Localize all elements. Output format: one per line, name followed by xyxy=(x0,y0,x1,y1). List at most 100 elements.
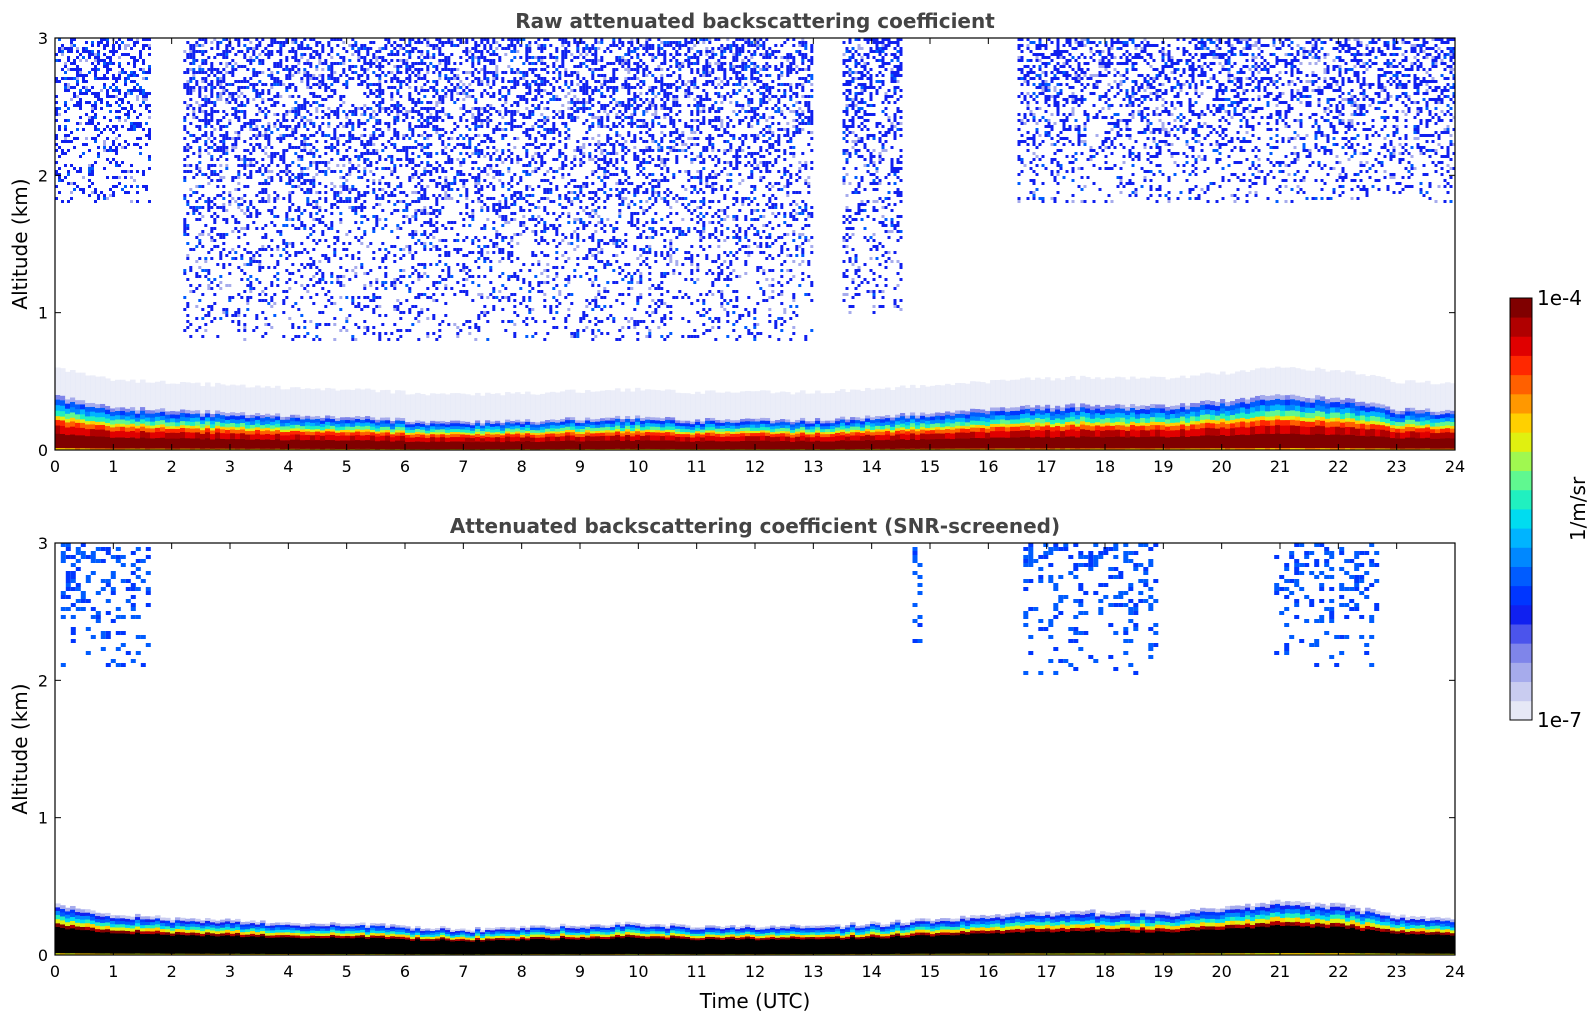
colorbar-step xyxy=(1510,336,1532,356)
snr-x-tick-label: 21 xyxy=(1270,962,1290,981)
snr-x-tick-label: 2 xyxy=(167,962,177,981)
snr-x-tick-label: 8 xyxy=(517,962,527,981)
raw-x-tick-label: 10 xyxy=(628,457,648,476)
snr-x-tick-label: 19 xyxy=(1153,962,1173,981)
snr-x-tick-label: 18 xyxy=(1095,962,1115,981)
colorbar-gradient xyxy=(1510,298,1532,721)
snr-x-tick-label: 11 xyxy=(686,962,706,981)
colorbar-step xyxy=(1510,566,1532,587)
raw-x-tick-label: 24 xyxy=(1445,457,1465,476)
colorbar-step xyxy=(1510,624,1532,644)
raw-x-tick-label: 6 xyxy=(400,457,410,476)
snr-screened-title: Attenuated backscattering coefficient (S… xyxy=(450,514,1060,538)
raw-x-tick-label: 20 xyxy=(1211,457,1231,476)
colorbar-max-label: 1e-4 xyxy=(1537,286,1582,310)
raw-x-tick-label: 9 xyxy=(575,457,585,476)
snr-x-tick-label: 13 xyxy=(803,962,823,981)
colorbar-step xyxy=(1510,393,1532,414)
snr-y-tick-label: 2 xyxy=(38,671,48,690)
snr-screened-y-axis: 0 1 2 3 xyxy=(38,534,1455,965)
snr-x-tick-label: 24 xyxy=(1445,962,1465,981)
snr-x-tick-label: 9 xyxy=(575,962,585,981)
snr-screened-panel: 0 1 2 3 4 5 6 7 8 9 10 11 12 13 14 15 16 17 18 19 20 21 22 23 24… xyxy=(8,514,1465,1013)
raw-x-tick-label: 1 xyxy=(108,457,118,476)
colorbar-step xyxy=(1510,662,1532,683)
colorbar-unit-label: 1/m/sr xyxy=(1566,476,1590,541)
colorbar-step xyxy=(1510,470,1532,491)
snr-y-tick-label: 0 xyxy=(38,946,48,965)
raw-y-tick-label: 2 xyxy=(38,166,48,185)
raw-x-tick-label: 4 xyxy=(283,457,293,476)
raw-backscatter-x-axis: 0 1 2 3 4 5 6 7 8 9 10 11 12 13 14 15 16 17 18 19 20 21 22 23 24 xyxy=(50,38,1465,476)
raw-x-tick-label: 21 xyxy=(1270,457,1290,476)
colorbar: 1e-4 1e-7 1/m/sr xyxy=(1509,286,1590,732)
raw-backscatter-y-label: Altitude (km) xyxy=(8,178,32,309)
colorbar-step xyxy=(1510,413,1532,433)
raw-x-tick-label: 3 xyxy=(225,457,235,476)
snr-x-tick-label: 5 xyxy=(342,962,352,981)
raw-x-tick-label: 7 xyxy=(458,457,468,476)
colorbar-step xyxy=(1510,374,1532,395)
raw-x-tick-label: 13 xyxy=(803,457,823,476)
raw-x-tick-label: 16 xyxy=(978,457,998,476)
raw-backscatter-title: Raw attenuated backscattering coefficien… xyxy=(515,9,995,33)
colorbar-step xyxy=(1510,643,1532,663)
snr-x-tick-label: 3 xyxy=(225,962,235,981)
snr-screened-plot-frame xyxy=(54,542,1456,956)
snr-x-tick-label: 14 xyxy=(861,962,881,981)
snr-x-tick-label: 4 xyxy=(283,962,293,981)
colorbar-step xyxy=(1510,681,1532,702)
snr-x-tick-label: 15 xyxy=(920,962,940,981)
snr-x-tick-label: 12 xyxy=(745,962,765,981)
colorbar-step xyxy=(1510,528,1532,548)
colorbar-step xyxy=(1510,509,1532,529)
colorbar-min-label: 1e-7 xyxy=(1537,708,1582,732)
colorbar-step xyxy=(1510,489,1532,510)
snr-x-tick-label: 16 xyxy=(978,962,998,981)
colorbar-step xyxy=(1510,298,1532,318)
colorbar-step xyxy=(1510,355,1532,376)
raw-x-tick-label: 0 xyxy=(50,457,60,476)
colorbar-step xyxy=(1510,585,1532,606)
snr-x-tick-label: 17 xyxy=(1036,962,1056,981)
colorbar-step xyxy=(1510,700,1532,721)
raw-backscatter-y-axis: 0 1 2 3 xyxy=(38,29,1455,460)
snr-x-tick-label: 20 xyxy=(1211,962,1231,981)
snr-x-tick-label: 7 xyxy=(458,962,468,981)
snr-y-tick-label: 1 xyxy=(38,809,48,828)
snr-x-tick-label: 22 xyxy=(1328,962,1348,981)
colorbar-step xyxy=(1510,432,1532,452)
raw-y-tick-label: 1 xyxy=(38,304,48,323)
colorbar-step xyxy=(1510,604,1532,625)
raw-x-tick-label: 15 xyxy=(920,457,940,476)
colorbar-step xyxy=(1510,547,1532,567)
raw-x-tick-label: 2 xyxy=(167,457,177,476)
colorbar-frame xyxy=(1509,297,1533,721)
colorbar-step xyxy=(1510,451,1532,472)
snr-screened-x-axis: 0 1 2 3 4 5 6 7 8 9 10 11 12 13 14 15 16 17 18 19 20 21 22 23 24 xyxy=(50,543,1465,981)
raw-x-tick-label: 19 xyxy=(1153,457,1173,476)
snr-x-tick-label: 1 xyxy=(108,962,118,981)
snr-screened-heatmap xyxy=(55,543,1455,955)
snr-x-tick-label: 0 xyxy=(50,962,60,981)
raw-x-tick-label: 22 xyxy=(1328,457,1348,476)
time-axis-label: Time (UTC) xyxy=(699,989,811,1013)
raw-x-tick-label: 23 xyxy=(1386,457,1406,476)
colorbar-step xyxy=(1510,317,1532,337)
raw-backscatter-heatmap xyxy=(55,38,1455,450)
snr-y-tick-label: 3 xyxy=(38,534,48,553)
raw-y-tick-label: 3 xyxy=(38,29,48,48)
raw-x-tick-label: 11 xyxy=(686,457,706,476)
snr-x-tick-label: 10 xyxy=(628,962,648,981)
raw-x-tick-label: 8 xyxy=(517,457,527,476)
raw-x-tick-label: 12 xyxy=(745,457,765,476)
raw-x-tick-label: 5 xyxy=(342,457,352,476)
snr-x-tick-label: 23 xyxy=(1386,962,1406,981)
raw-backscatter-panel: 0 1 2 3 4 5 6 7 8 9 10 11 12 13 14 15 16 17 18 19 20 21 22 23 24… xyxy=(8,9,1465,476)
snr-screened-y-label: Altitude (km) xyxy=(8,683,32,814)
raw-x-tick-label: 18 xyxy=(1095,457,1115,476)
snr-x-tick-label: 6 xyxy=(400,962,410,981)
raw-y-tick-label: 0 xyxy=(38,441,48,460)
raw-x-tick-label: 17 xyxy=(1036,457,1056,476)
